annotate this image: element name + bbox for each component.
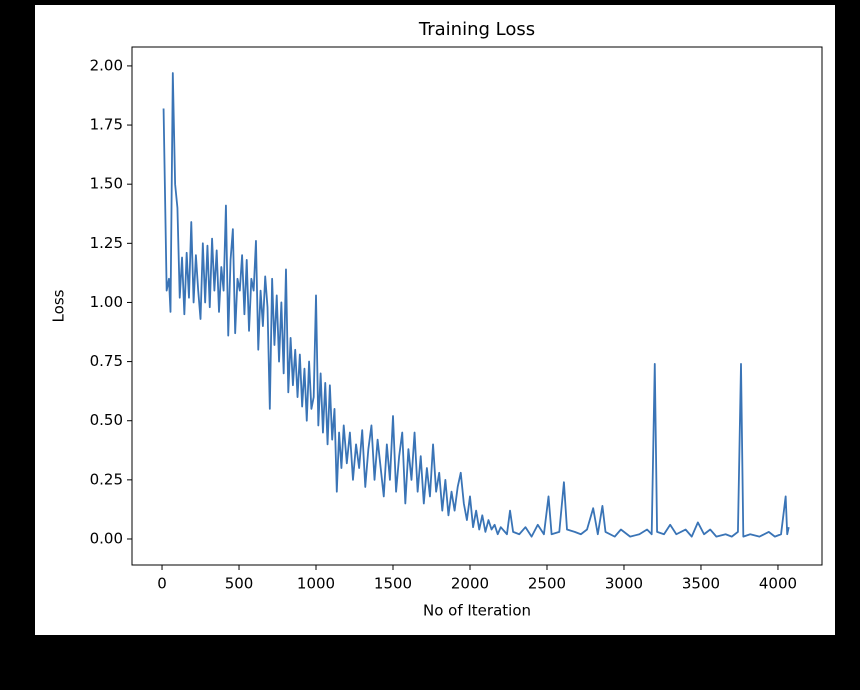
y-tick-label: 0.50 xyxy=(90,411,123,429)
y-tick-label: 0.00 xyxy=(90,529,123,547)
x-tick-label: 3000 xyxy=(605,575,643,593)
axes-frame xyxy=(131,46,823,566)
y-tick-label: 1.75 xyxy=(90,116,123,134)
x-tick-label: 0 xyxy=(157,575,167,593)
x-tick-label: 1000 xyxy=(297,575,335,593)
y-tick-label: 1.50 xyxy=(90,175,123,193)
x-tick-label: 3500 xyxy=(682,575,720,593)
x-tick-label: 2500 xyxy=(528,575,566,593)
figure-background xyxy=(35,5,835,635)
x-tick-label: 500 xyxy=(225,575,254,593)
y-axis-label: Loss xyxy=(50,289,68,322)
y-tick-label: 1.00 xyxy=(90,293,123,311)
y-tick-label: 0.75 xyxy=(90,352,123,370)
loss-line xyxy=(162,72,790,538)
y-tick-label: 0.25 xyxy=(90,470,123,488)
y-tick-label: 2.00 xyxy=(90,56,123,74)
chart-title: Training Loss xyxy=(418,19,535,40)
x-tick-label: 2000 xyxy=(451,575,489,593)
x-axis-label: No of Iteration xyxy=(423,602,531,620)
x-tick-label: 4000 xyxy=(759,575,797,593)
y-tick-label: 1.25 xyxy=(90,234,123,252)
x-tick-label: 1500 xyxy=(374,575,412,593)
